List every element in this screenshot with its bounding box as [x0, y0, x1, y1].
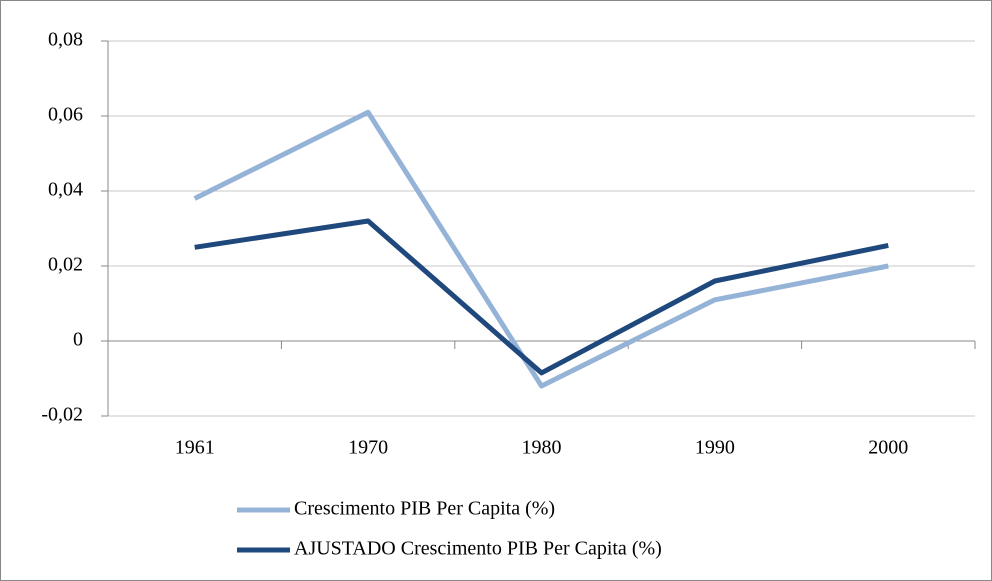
series-line	[193, 109, 889, 389]
x-tick-label: 1990	[695, 437, 735, 459]
legend-label: AJUSTADO Crescimento PIB Per Capita (%)	[294, 538, 662, 560]
y-tick-label: -0,02	[41, 404, 83, 426]
legend-label: Crescimento PIB Per Capita (%)	[294, 498, 555, 520]
y-tick-label: 0,02	[48, 254, 83, 276]
y-tick-label: 0	[73, 329, 83, 351]
x-tick-label: 1970	[348, 437, 388, 459]
y-tick-label: 0,06	[48, 104, 83, 126]
x-tick-label: 1961	[175, 437, 215, 459]
y-tick-label: 0,04	[48, 179, 83, 201]
series-line	[194, 218, 889, 376]
y-tick-label: 0,08	[48, 29, 83, 51]
x-tick-label: 1980	[522, 437, 562, 459]
x-tick-label: 2000	[868, 437, 908, 459]
